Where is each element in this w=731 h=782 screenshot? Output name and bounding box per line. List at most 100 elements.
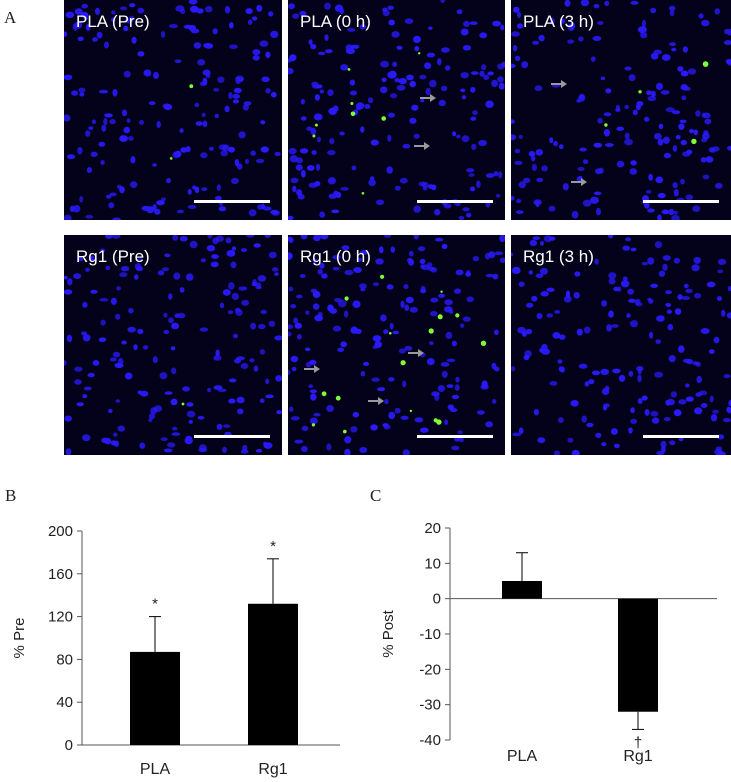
nucleus <box>67 278 73 286</box>
nucleus <box>232 333 239 339</box>
nucleus <box>200 258 206 263</box>
nucleus <box>161 31 166 38</box>
nucleus <box>350 426 358 433</box>
nucleus <box>404 304 410 311</box>
nucleus <box>646 90 652 96</box>
nucleus <box>197 59 206 66</box>
bar <box>130 651 180 745</box>
nucleus <box>558 334 566 340</box>
category-label: Rg1 <box>258 761 287 778</box>
nucleus <box>485 100 494 108</box>
nucleus <box>511 252 514 257</box>
nucleus <box>531 163 537 172</box>
significance-mark: † <box>634 734 642 751</box>
nucleus <box>405 296 414 304</box>
nucleus <box>615 108 621 112</box>
nucleus <box>301 445 308 453</box>
nucleus <box>190 5 199 13</box>
nucleus <box>119 186 125 194</box>
nucleus <box>78 87 86 93</box>
nucleus <box>350 326 358 334</box>
nucleus <box>332 266 340 271</box>
nucleus <box>391 31 400 38</box>
nucleus <box>98 337 107 342</box>
nucleus <box>360 126 365 133</box>
nucleus <box>540 267 548 275</box>
nucleus <box>242 104 249 111</box>
nucleus <box>226 250 236 257</box>
nucleus <box>300 235 308 240</box>
nucleus <box>387 5 394 10</box>
nucleus <box>562 183 569 191</box>
nucleus <box>656 82 663 91</box>
nucleus <box>337 299 347 308</box>
nucleus <box>563 295 572 303</box>
nucleus <box>317 269 323 275</box>
marker-spot <box>691 138 697 145</box>
micrograph-image <box>511 0 731 220</box>
nuclei-layer <box>511 0 731 220</box>
nucleus <box>651 417 660 424</box>
nucleus <box>408 250 414 257</box>
nucleus <box>185 273 194 281</box>
nucleus <box>82 394 88 399</box>
nucleus <box>622 245 631 251</box>
nucleus <box>194 186 200 193</box>
nucleus <box>384 399 389 405</box>
nucleus <box>469 186 476 192</box>
nucleus <box>332 105 339 112</box>
nucleus <box>518 281 525 287</box>
nucleus <box>491 362 497 370</box>
nucleus <box>80 11 89 18</box>
nucleus <box>346 27 356 32</box>
nucleus <box>721 309 726 317</box>
nucleus <box>353 267 362 273</box>
y-tick-label: 20 <box>424 520 441 537</box>
nucleus <box>248 209 257 217</box>
nucleus <box>654 241 663 249</box>
nucleus <box>670 391 678 398</box>
nucleus <box>603 112 612 117</box>
nucleus <box>438 293 446 298</box>
nucleus <box>662 255 671 261</box>
nucleus <box>665 290 672 295</box>
nucleus <box>425 87 431 96</box>
nucleus <box>455 269 464 276</box>
nucleus <box>465 271 472 277</box>
nucleus <box>293 317 299 324</box>
marker-spot <box>343 429 347 434</box>
nucleus <box>728 400 731 407</box>
nucleus <box>605 143 614 147</box>
nucleus <box>479 70 485 77</box>
marker-layer <box>312 52 421 195</box>
micrograph-rg1-3h: Rg1 (3 h) <box>511 235 731 455</box>
scale-bar <box>643 435 719 438</box>
nucleus <box>78 257 84 261</box>
nucleus <box>588 379 595 385</box>
nucleus <box>650 7 657 14</box>
nucleus <box>123 25 129 32</box>
nucleus <box>212 28 218 35</box>
nucleus <box>400 415 409 420</box>
nucleus <box>253 365 259 372</box>
nucleus <box>672 110 681 115</box>
nucleus <box>204 6 213 13</box>
nucleus <box>216 184 221 191</box>
nucleus <box>444 299 453 306</box>
nucleus <box>429 341 434 345</box>
nucleus <box>685 396 694 402</box>
nucleus <box>628 427 633 434</box>
nucleus <box>666 309 672 315</box>
nuclei-layer <box>64 0 281 220</box>
nucleus <box>603 129 610 137</box>
nucleus <box>472 110 478 116</box>
arrow-icon <box>571 178 587 186</box>
nucleus <box>228 92 233 99</box>
nucleus <box>340 341 347 348</box>
arrow-icon <box>368 397 384 405</box>
nucleus <box>115 313 121 320</box>
nucleus <box>131 36 137 44</box>
nucleus <box>471 143 477 151</box>
panel-c-letter: C <box>370 486 382 505</box>
nucleus <box>67 154 76 160</box>
